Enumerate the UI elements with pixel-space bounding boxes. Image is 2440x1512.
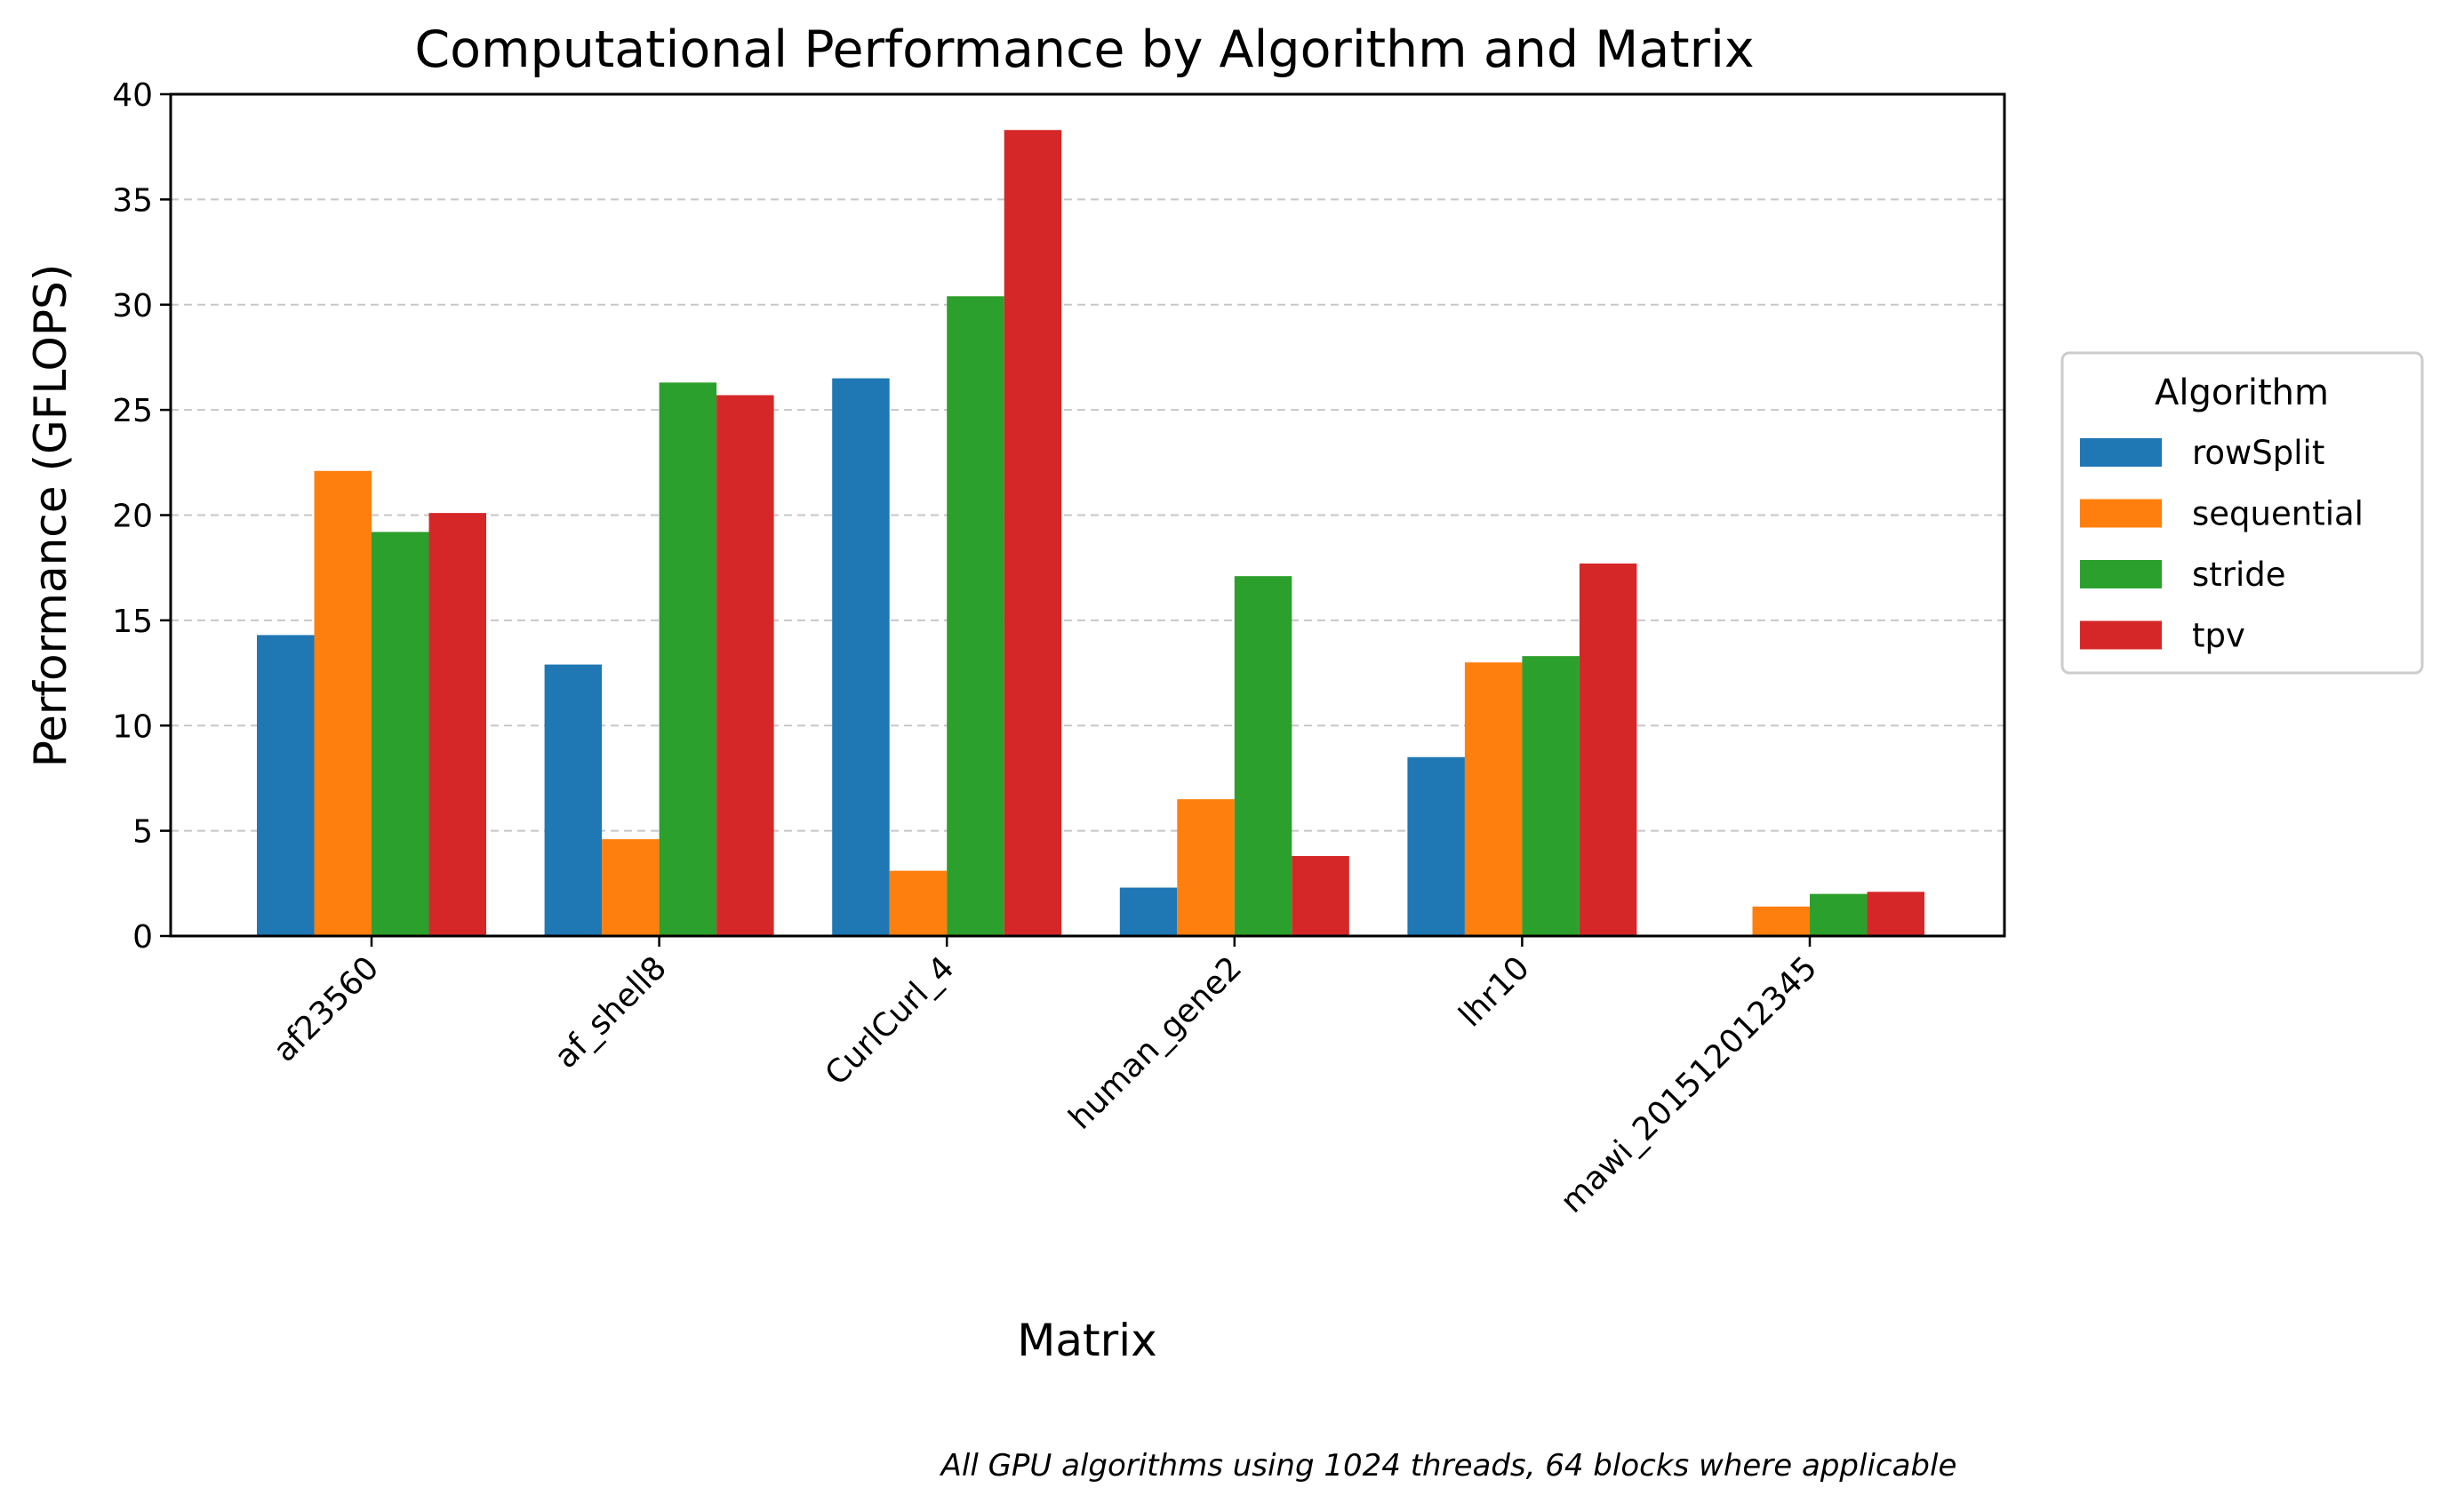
y-tick-label: 5 xyxy=(132,814,153,851)
bar-tpv-lhr10 xyxy=(1579,563,1637,936)
bar-stride-af_shell8 xyxy=(659,382,717,936)
y-tick-label: 25 xyxy=(112,393,153,429)
legend-items: rowSplit sequential stride tpv xyxy=(2080,434,2364,655)
x-axis-label: Matrix xyxy=(1017,1315,1156,1366)
bar-sequential-lhr10 xyxy=(1464,662,1523,936)
y-tick-label: 40 xyxy=(112,77,153,114)
legend-swatch-rowSplit xyxy=(2080,438,2162,467)
legend-title: Algorithm xyxy=(2155,372,2329,413)
legend-swatch-sequential xyxy=(2080,499,2162,528)
x-tick-label: CurlCurl_4 xyxy=(819,949,962,1092)
x-tick-label: human_gene2 xyxy=(1062,949,1249,1136)
bar-stride-af23560 xyxy=(372,532,429,936)
x-tick-label: af23560 xyxy=(267,949,387,1069)
legend-swatch-tpv xyxy=(2080,620,2162,650)
bar-tpv-mawi_201512012345 xyxy=(1867,892,1924,936)
y-axis-ticks: 0 5 10 15 20 25 30 35 40 xyxy=(112,77,171,956)
bar-rowSplit-human_gene2 xyxy=(1119,887,1178,936)
bar-sequential-human_gene2 xyxy=(1177,799,1235,936)
bar-rowSplit-CurlCurl_4 xyxy=(832,378,890,936)
bar-sequential-af_shell8 xyxy=(602,839,660,936)
y-axis-label: Performance (GFLOPS) xyxy=(25,264,76,768)
bar-tpv-af_shell8 xyxy=(716,395,774,936)
bar-sequential-af23560 xyxy=(314,470,372,936)
bar-stride-CurlCurl_4 xyxy=(947,296,1004,936)
bar-stride-lhr10 xyxy=(1522,656,1580,936)
bars xyxy=(257,130,1924,936)
bar-rowSplit-lhr10 xyxy=(1407,756,1465,936)
bar-stride-human_gene2 xyxy=(1234,576,1292,936)
bar-sequential-CurlCurl_4 xyxy=(889,870,948,936)
y-tick-label: 30 xyxy=(112,288,153,324)
y-tick-label: 15 xyxy=(112,604,153,640)
bar-tpv-af23560 xyxy=(428,513,486,936)
bar-sequential-mawi_201512012345 xyxy=(1752,906,1810,936)
bar-rowSplit-af_shell8 xyxy=(544,664,603,936)
legend-box xyxy=(2060,351,2424,675)
legend: Algorithm rowSplit sequential stride tpv xyxy=(2060,351,2424,675)
x-axis-ticks: af23560 af_shell8 CurlCurl_4 human_gene2 lhr… xyxy=(267,936,1824,1220)
legend-label-rowSplit: rowSplit xyxy=(2192,434,2324,472)
legend-label-sequential: sequential xyxy=(2192,495,2364,533)
bar-tpv-CurlCurl_4 xyxy=(1004,130,1062,936)
x-tick-label: af_shell8 xyxy=(548,949,674,1076)
x-tick-label: mawi_201512012345 xyxy=(1554,949,1824,1220)
legend-swatch-stride xyxy=(2080,560,2162,588)
y-tick-label: 20 xyxy=(112,499,153,535)
chart-title: Computational Performance by Algorithm a… xyxy=(414,20,1754,79)
footnote: All GPU algorithms using 1024 threads, 6… xyxy=(940,1448,1957,1484)
bar-stride-mawi_201512012345 xyxy=(1810,893,1868,936)
x-tick-label: lhr10 xyxy=(1452,949,1537,1034)
legend-label-tpv: tpv xyxy=(2192,617,2245,655)
bar-rowSplit-af23560 xyxy=(257,635,315,936)
y-tick-label: 10 xyxy=(112,708,153,745)
legend-label-stride: stride xyxy=(2192,556,2286,594)
y-tick-label: 0 xyxy=(132,919,153,956)
y-tick-label: 35 xyxy=(112,182,153,219)
bar-tpv-human_gene2 xyxy=(1292,856,1349,936)
